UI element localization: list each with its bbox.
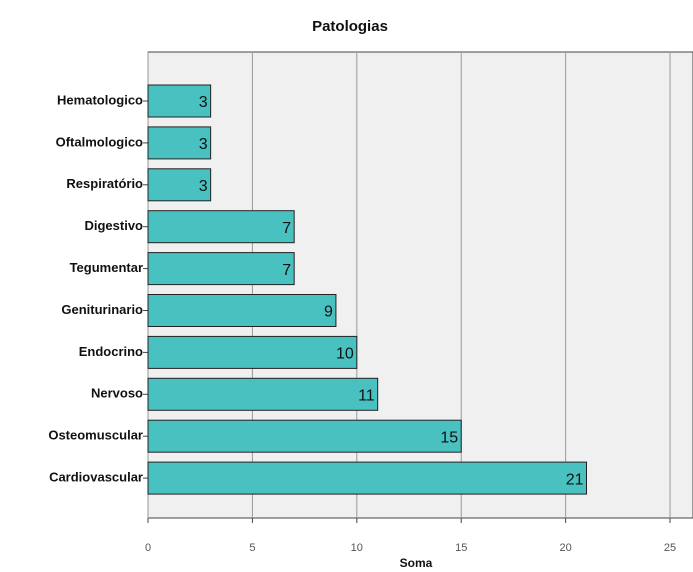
x-tick-label: 20 <box>559 542 571 554</box>
value-label: 3 <box>199 136 208 153</box>
value-label: 21 <box>566 471 584 488</box>
x-tick-label: 15 <box>455 542 467 554</box>
bar <box>147 84 212 118</box>
bar <box>147 419 462 453</box>
y-tick-label: Osteomuscular <box>48 428 143 443</box>
bar <box>147 294 337 327</box>
value-label: 7 <box>282 220 291 237</box>
value-label: 10 <box>336 346 354 363</box>
chart-title: Patologias <box>312 18 388 35</box>
x-tick-label: 0 <box>145 542 151 554</box>
x-tick-label: 5 <box>249 542 255 554</box>
y-tick-label: Hematologico <box>57 92 143 107</box>
bar <box>147 210 295 244</box>
y-tick-label: Endocrino <box>79 344 143 359</box>
value-label: 3 <box>199 178 208 195</box>
value-label: 15 <box>440 429 458 446</box>
y-tick-label: Digestivo <box>84 218 143 233</box>
x-tick-label: 10 <box>351 542 363 554</box>
y-tick-label: Cardiovascular <box>49 470 143 485</box>
value-label: 9 <box>324 304 333 321</box>
bar <box>147 461 588 495</box>
value-label: 3 <box>199 94 208 111</box>
y-tick-label: Respiratório <box>66 176 143 191</box>
bar <box>147 126 212 160</box>
y-tick-label: Geniturinario <box>61 302 143 317</box>
value-label: 11 <box>358 388 375 405</box>
value-label: 7 <box>282 262 291 279</box>
bar <box>147 335 358 369</box>
y-tick-label: Oftalmologico <box>56 134 143 149</box>
x-axis-title: Soma <box>400 556 433 570</box>
x-tick-label: 25 <box>664 542 676 554</box>
y-tick-label: Nervoso <box>91 386 143 401</box>
bar <box>147 252 295 286</box>
y-tick-label: Tegumentar <box>70 260 143 275</box>
bar <box>147 377 379 411</box>
bar <box>147 168 212 202</box>
